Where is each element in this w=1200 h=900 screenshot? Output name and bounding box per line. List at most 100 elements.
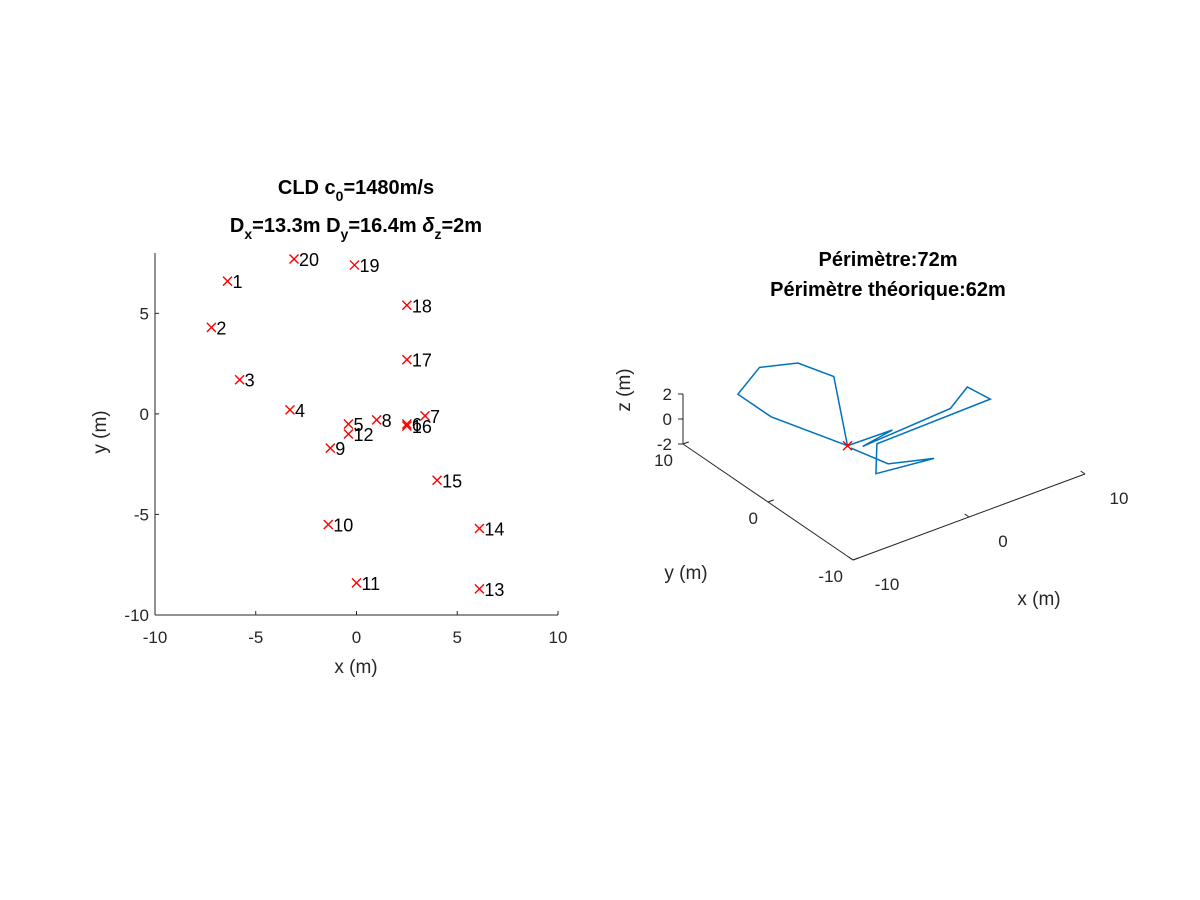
right-x-tick-label: -10: [875, 575, 900, 594]
right-y-tick-mark: [682, 441, 689, 445]
right-z-tick-label: 2: [663, 385, 672, 404]
data-point: 20: [289, 250, 319, 270]
right-y-tick-label: 0: [749, 509, 758, 528]
point-label: 12: [353, 425, 373, 445]
point-marker: [401, 354, 412, 365]
point-label: 16: [412, 417, 432, 437]
data-point: 5: [343, 415, 363, 435]
point-label: 9: [335, 439, 345, 459]
data-point: 13: [474, 580, 504, 600]
point-label: 20: [299, 250, 319, 270]
point-marker: [325, 443, 336, 454]
point-marker: [349, 260, 360, 271]
left-y-ticks: -10 -5 0 5: [124, 304, 159, 625]
data-point: 11: [351, 574, 380, 594]
point-marker: [474, 523, 485, 534]
point-label: 4: [295, 401, 305, 421]
point-marker: [285, 404, 295, 415]
right-x-axis-label: x (m): [1017, 589, 1060, 610]
point-marker: [206, 322, 217, 333]
right-x-tick-mark: [964, 513, 970, 518]
point-marker: [401, 418, 412, 429]
point-marker: [474, 583, 485, 594]
point-marker: [351, 577, 362, 588]
point-marker: [222, 276, 233, 287]
point-label: 6: [412, 415, 422, 435]
left-x-tick-label: 0: [352, 628, 361, 647]
data-point: 10: [323, 516, 353, 536]
point-label: 2: [216, 318, 226, 338]
left-x-tick-label: -10: [143, 628, 168, 647]
right-y-tick-label: -10: [818, 567, 843, 586]
left-title-line2: Dx=13.3m Dy=16.4m δz=2m: [230, 215, 482, 242]
point-label: 7: [430, 407, 440, 427]
point-marker: [343, 418, 354, 429]
trajectory-line: [736, 362, 993, 475]
point-marker: [371, 414, 382, 425]
point-label: 8: [382, 411, 392, 431]
data-point: 7: [420, 407, 440, 427]
point-marker: [401, 420, 412, 431]
data-point: 17: [401, 351, 432, 371]
point-label: 14: [484, 520, 504, 540]
left-plot: CLD c0=1480m/s Dx=13.3m Dy=16.4m δz=2m -…: [90, 177, 567, 678]
left-y-axis-label: y (m): [90, 410, 111, 453]
left-x-axis-label: x (m): [334, 657, 377, 678]
left-title-line1: CLD c0=1480m/s: [278, 177, 434, 204]
point-label: 3: [245, 371, 255, 391]
data-point: 18: [401, 296, 432, 316]
right-z-tick-label: -2: [657, 435, 672, 454]
data-point: 12: [343, 425, 373, 445]
right-plot: Périmètre:72m Périmètre théorique:62m -1…: [614, 249, 1128, 610]
point-label: 17: [412, 351, 432, 371]
data-point: 8: [371, 411, 392, 431]
data-point: 19: [349, 256, 380, 276]
data-point: 4: [285, 401, 305, 421]
left-y-tick-label: -10: [124, 606, 149, 625]
point-label: 19: [359, 256, 379, 276]
right-title-line2: Périmètre théorique:62m: [770, 279, 1006, 301]
left-y-tick-label: 0: [140, 405, 149, 424]
source-marker: [842, 440, 853, 451]
point-marker: [420, 410, 431, 421]
right-x-tick-mark: [848, 556, 854, 561]
data-point: 1: [222, 272, 243, 292]
data-point: 3: [234, 371, 255, 391]
point-label: 13: [484, 580, 504, 600]
point-marker: [343, 429, 354, 439]
data-point: 14: [474, 520, 504, 540]
point-label: 5: [353, 415, 363, 435]
right-x-tick-label: 0: [998, 532, 1007, 551]
point-marker: [289, 254, 300, 265]
left-x-ticks: -10 -5 0 5 10: [143, 611, 568, 647]
point-label: 15: [442, 471, 462, 491]
left-x-tick-label: -5: [248, 628, 263, 647]
left-y-tick-label: 5: [140, 304, 149, 323]
right-y-tick-label: 10: [654, 451, 673, 470]
point-label: 1: [233, 272, 243, 292]
point-marker: [401, 300, 412, 311]
right-path: [736, 362, 993, 475]
point-label: 10: [333, 516, 353, 536]
data-point: 9: [325, 439, 345, 459]
right-x-tick-label: 10: [1110, 489, 1129, 508]
right-y-tick-mark: [767, 499, 774, 503]
left-x-tick-label: 10: [549, 628, 568, 647]
point-marker: [323, 519, 334, 530]
point-label: 18: [412, 296, 432, 316]
left-x-tick-label: 5: [453, 628, 462, 647]
right-y-tick-mark: [852, 557, 859, 561]
data-point: 16: [401, 417, 432, 437]
data-point: 6: [401, 415, 422, 435]
right-title-line1: Périmètre:72m: [819, 249, 958, 271]
point-marker: [432, 475, 443, 486]
right-y-axis-label: y (m): [664, 563, 707, 584]
right-x-tick-mark: [1080, 470, 1086, 475]
data-point: 2: [206, 318, 226, 338]
data-point: 15: [432, 471, 462, 491]
point-marker: [234, 374, 245, 385]
